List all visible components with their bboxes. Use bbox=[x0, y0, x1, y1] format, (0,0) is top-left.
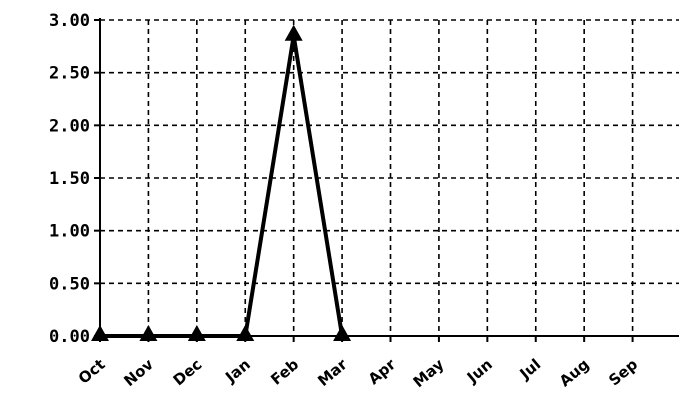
data-point-marker bbox=[284, 24, 303, 41]
series-line bbox=[100, 35, 345, 338]
y-tick-label: 2.00 bbox=[49, 116, 90, 136]
y-tick-label: 1.50 bbox=[49, 169, 90, 189]
x-tick-label: Feb bbox=[267, 355, 302, 389]
x-tick-label: May bbox=[410, 355, 448, 391]
y-tick-label: 0.00 bbox=[49, 327, 90, 347]
x-tick-label: Mar bbox=[314, 355, 351, 390]
data-point-marker bbox=[236, 325, 255, 341]
series-group bbox=[91, 24, 352, 341]
x-tick-label: Dec bbox=[170, 355, 206, 389]
y-tick-label: 1.00 bbox=[49, 222, 90, 242]
x-tick-label: Jul bbox=[516, 355, 545, 383]
data-point-marker bbox=[333, 325, 352, 341]
x-tick-label: Apr bbox=[365, 355, 400, 388]
x-tick-label: Oct bbox=[75, 355, 109, 387]
axes bbox=[94, 18, 679, 342]
data-point-marker bbox=[91, 325, 109, 341]
x-tick-label: Jun bbox=[463, 355, 496, 387]
x-tick-label: Aug bbox=[556, 355, 593, 390]
data-point-marker bbox=[139, 325, 158, 341]
data-point-marker bbox=[187, 325, 206, 341]
x-tick-label: Sep bbox=[605, 355, 641, 389]
x-tick-labels: Oct Nov Dec Jan Feb Mar Apr May Jun Jul Aug Sep bbox=[75, 355, 641, 391]
y-tick-label: 3.00 bbox=[49, 11, 90, 31]
y-tick-label: 0.50 bbox=[49, 274, 90, 294]
y-tick-label: 2.50 bbox=[49, 64, 90, 84]
x-tick-label: Nov bbox=[120, 355, 157, 390]
grid bbox=[100, 19, 679, 336]
x-tick-label: Jan bbox=[221, 355, 254, 386]
y-tick-labels: 0.00 0.50 1.00 1.50 2.00 2.50 3.00 bbox=[49, 11, 90, 347]
